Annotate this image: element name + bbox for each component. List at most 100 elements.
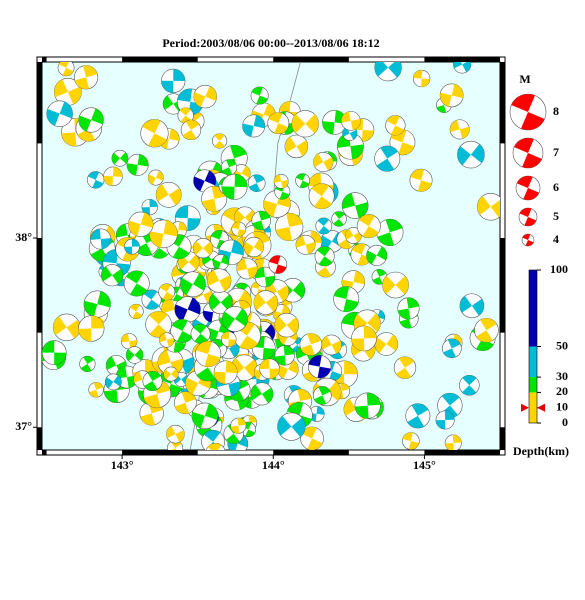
ball-quadrant (355, 202, 369, 219)
ball-quadrant (83, 300, 98, 317)
ball-quadrant (203, 310, 214, 323)
ball-quadrant (148, 174, 156, 185)
ball-quadrant (330, 349, 343, 359)
mechanism (231, 354, 258, 381)
ball-quadrant (516, 176, 533, 188)
ball-quadrant (296, 140, 308, 157)
mechanism (453, 62, 472, 74)
ball-quadrant (220, 294, 233, 311)
ball-quadrant (54, 79, 68, 98)
frame-block (37, 427, 42, 450)
ball-quadrant (161, 296, 176, 314)
ball-quadrant (341, 312, 358, 326)
mechanism (295, 173, 310, 189)
mechanism (376, 218, 404, 246)
mechanism (356, 214, 381, 239)
ball-quadrant (173, 69, 186, 81)
mechanism (78, 315, 105, 342)
mechanism (474, 317, 499, 343)
ball-quadrant (353, 270, 365, 285)
mechanism (299, 479, 323, 503)
x-tick-label: 145° (413, 458, 436, 472)
ball-quadrant (343, 299, 359, 312)
ball-quadrant (331, 340, 342, 354)
mechanism (315, 217, 333, 235)
mechanism (243, 236, 264, 258)
ball-quadrant (277, 416, 292, 436)
ball-quadrant (397, 308, 411, 320)
mechanism (83, 290, 111, 318)
ball-quadrant (311, 183, 330, 197)
ball-quadrant (363, 325, 377, 339)
mechanism (435, 410, 455, 430)
mechanism (141, 289, 162, 310)
ball-quadrant (514, 138, 534, 153)
ball-quadrant (380, 145, 398, 159)
ball-quadrant (66, 319, 81, 339)
ball-quadrant (157, 350, 171, 366)
mechanism (53, 77, 82, 106)
mechanism (206, 268, 232, 293)
ball-quadrant (367, 313, 381, 332)
ball-quadrant (490, 199, 500, 218)
mechanism (300, 426, 324, 450)
mechanism (397, 297, 420, 320)
mechanism (382, 271, 409, 299)
ball-quadrant (221, 331, 230, 340)
ball-quadrant (244, 359, 258, 378)
ball-quadrant (308, 172, 322, 187)
mechanism (123, 270, 150, 297)
ball-quadrant (408, 440, 420, 450)
ball-quadrant (226, 159, 237, 168)
ball-quadrant (238, 300, 251, 310)
ball-quadrant (386, 115, 400, 126)
mechanism (141, 198, 158, 216)
mechanism (180, 119, 202, 141)
frame-block (122, 57, 198, 62)
ball-quadrant (237, 418, 246, 426)
mechanism (161, 68, 186, 94)
ball-quadrant (253, 238, 264, 253)
ball-quadrant (128, 220, 141, 237)
ball-quadrant (279, 101, 291, 112)
ball-quadrant (436, 105, 447, 113)
ball-quadrant (342, 126, 350, 137)
mechanism (101, 264, 124, 287)
ball-quadrant (175, 430, 185, 443)
ball-quadrant (80, 363, 92, 372)
mechanism (74, 65, 99, 90)
legend-ball (518, 207, 538, 227)
ball-quadrant (444, 410, 455, 420)
ball-quadrant (251, 86, 263, 96)
ball-quadrant (204, 354, 221, 367)
ball-quadrant (300, 344, 315, 356)
ball-quadrant (163, 369, 171, 380)
mechanism (442, 338, 462, 359)
ball-quadrant (399, 318, 412, 329)
ball-quadrant (511, 94, 536, 112)
ball-quadrant (314, 196, 332, 209)
frame-block (500, 427, 505, 450)
title: Period:2003/08/06 00:00--2013/08/06 18:1… (162, 36, 379, 50)
ball-quadrant (301, 426, 317, 439)
ball-quadrant (374, 337, 387, 354)
ball-quadrant (318, 256, 333, 266)
ball-quadrant (176, 331, 193, 343)
ball-quadrant (410, 169, 425, 181)
mechanism (250, 86, 269, 105)
ball-quadrant (295, 235, 306, 248)
ball-quadrant (417, 180, 432, 192)
ball-quadrant (311, 479, 323, 492)
ball-quadrant (522, 234, 531, 240)
ball-quadrant (353, 231, 362, 243)
legend-ball (509, 93, 547, 131)
mechanism (159, 332, 175, 348)
ball-quadrant (143, 289, 158, 300)
ball-quadrant (317, 217, 329, 226)
mechanism (46, 100, 73, 127)
ball-quadrant (361, 129, 374, 142)
ball-quadrant (277, 364, 289, 379)
ball-quadrant (116, 223, 128, 238)
mechanism (345, 227, 362, 244)
